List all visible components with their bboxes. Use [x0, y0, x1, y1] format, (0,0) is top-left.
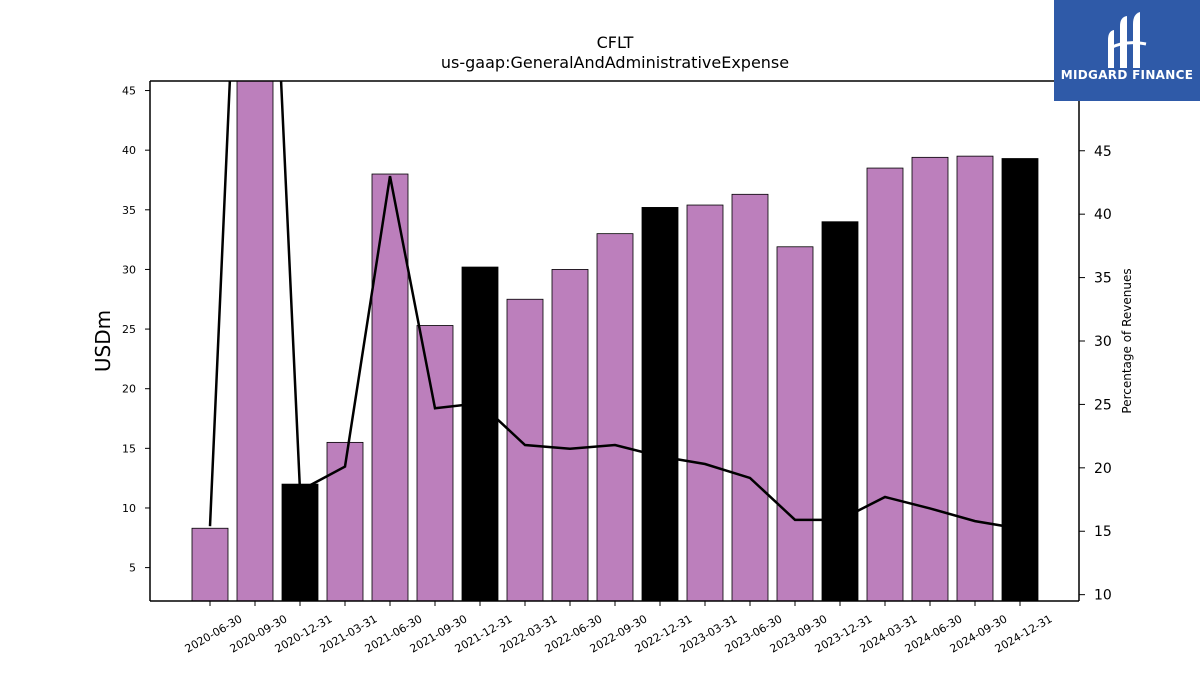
midgard-logo-icon: [1108, 12, 1147, 68]
y2-tick-label: 35: [1094, 271, 1112, 287]
bar-2023-12-31: [821, 221, 859, 601]
y2-tick-label: 15: [1094, 524, 1112, 540]
bar-2020-09-30: [236, 81, 274, 601]
logo-text: MIDGARD FINANCE: [1060, 68, 1194, 82]
y2-axis-label: Percentage of Revenues: [1120, 268, 1134, 413]
y-tick-label: 40: [122, 144, 136, 157]
bar-2024-12-31: [1001, 158, 1039, 601]
bar-2023-09-30: [776, 246, 814, 601]
chart-title: CFLT: [597, 33, 634, 52]
y-tick-label: 5: [129, 562, 136, 575]
bar-2021-12-31: [461, 266, 499, 601]
bars: [191, 81, 1039, 601]
bar-2023-06-30: [731, 193, 769, 601]
y-tick-label: 20: [122, 383, 136, 396]
y-tick-label: 45: [122, 85, 136, 98]
y2-tick-label: 20: [1094, 461, 1112, 477]
revenue-percentage-line-layer: [208, 81, 1021, 530]
bar-2024-09-30: [956, 155, 994, 601]
y2-tick-label: 30: [1094, 334, 1112, 350]
bar-2021-03-31: [326, 441, 364, 601]
y-tick-label: 25: [122, 323, 136, 336]
bar-2022-09-30: [596, 233, 634, 601]
bar-2022-03-31: [506, 298, 544, 601]
y-tick-label: 10: [122, 502, 136, 515]
bar-2024-06-30: [911, 156, 949, 601]
midgard-finance-logo: MIDGARD FINANCE: [1054, 0, 1200, 101]
y-tick-label: 15: [122, 442, 136, 455]
bar-2023-03-31: [686, 204, 724, 601]
y2-tick-label: 40: [1094, 207, 1112, 223]
bar-2022-06-30: [551, 269, 589, 601]
revenue-percentage-line: [208, 81, 1021, 530]
chart-subtitle: us-gaap:GeneralAndAdministrativeExpense: [441, 53, 789, 72]
bar-2022-12-31: [641, 207, 679, 601]
bar-2021-09-30: [416, 325, 454, 601]
y2-tick-label: 45: [1094, 144, 1112, 160]
y-axis-label: USDm: [91, 310, 115, 372]
y-tick-label: 35: [122, 204, 136, 217]
y2-tick-label: 25: [1094, 397, 1112, 413]
bar-2024-03-31: [866, 167, 904, 601]
bar-2020-06-30: [191, 527, 229, 601]
bar-2021-06-30: [371, 173, 409, 601]
y2-tick-label: 10: [1094, 588, 1112, 604]
bar-2020-12-31: [281, 483, 319, 601]
y-tick-label: 30: [122, 263, 136, 276]
